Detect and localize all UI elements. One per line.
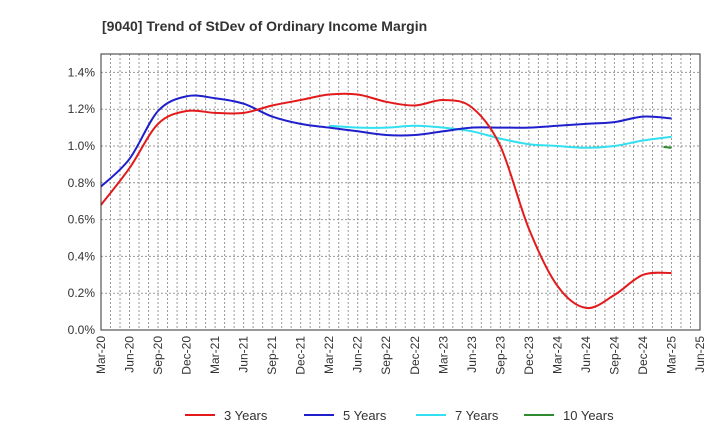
series-lines bbox=[100, 92, 672, 310]
x-tick-label: Jun-25 bbox=[693, 336, 707, 373]
y-tick-label: 0.6% bbox=[68, 213, 96, 227]
x-tick-label: Sep-21 bbox=[265, 336, 279, 375]
y-tick-label: 0.0% bbox=[68, 323, 96, 337]
legend-label-10-years: 10 Years bbox=[563, 408, 614, 423]
x-axis: Mar-20 Jun-20 Sep-20 Dec-20 Mar-21 Jun-21 Sep-… bbox=[94, 336, 707, 375]
x-tick-label: Sep-24 bbox=[607, 336, 621, 375]
x-tick-label: Dec-21 bbox=[294, 336, 308, 375]
x-tick-label: Mar-22 bbox=[322, 336, 336, 374]
y-tick-label: 1.2% bbox=[68, 102, 96, 116]
x-tick-label: Mar-25 bbox=[664, 336, 678, 374]
x-tick-label: Dec-23 bbox=[522, 336, 536, 375]
series-line-3-years bbox=[100, 92, 672, 310]
y-tick-label: 1.0% bbox=[68, 139, 96, 153]
legend-label-5-years: 5 Years bbox=[343, 408, 387, 423]
y-tick-label: 0.8% bbox=[68, 176, 96, 190]
x-tick-label: Dec-22 bbox=[408, 336, 422, 375]
x-tick-label: Mar-21 bbox=[208, 336, 222, 374]
x-tick-label: Jun-24 bbox=[579, 336, 593, 373]
y-tick-label: 0.2% bbox=[68, 286, 96, 300]
x-tick-label: Dec-24 bbox=[636, 336, 650, 375]
series-line-7-years bbox=[329, 124, 672, 149]
grid bbox=[101, 54, 700, 330]
x-tick-label: Mar-20 bbox=[94, 336, 108, 374]
x-tick-label: Jun-22 bbox=[351, 336, 365, 373]
x-tick-label: Jun-20 bbox=[123, 336, 137, 373]
legend: 3 Years 5 Years 7 Years 10 Years bbox=[185, 408, 614, 423]
x-tick-label: Jun-21 bbox=[237, 336, 251, 373]
legend-label-7-years: 7 Years bbox=[455, 408, 499, 423]
chart-title: [9040] Trend of StDev of Ordinary Income… bbox=[102, 18, 427, 34]
legend-label-3-years: 3 Years bbox=[224, 408, 268, 423]
series-line-10-years bbox=[663, 145, 672, 149]
x-tick-label: Jun-23 bbox=[465, 336, 479, 373]
y-axis: 0.0% 0.2% 0.4% 0.6% 0.8% 1.0% 1.2% 1.4% bbox=[68, 65, 96, 337]
y-tick-label: 0.4% bbox=[68, 249, 96, 263]
x-tick-label: Mar-24 bbox=[550, 336, 564, 374]
x-tick-label: Mar-23 bbox=[436, 336, 450, 374]
plot-border bbox=[100, 53, 701, 331]
plot-area bbox=[101, 54, 700, 330]
x-tick-label: Dec-20 bbox=[180, 336, 194, 375]
x-tick-label: Sep-20 bbox=[151, 336, 165, 375]
series-line-5-years bbox=[100, 94, 672, 188]
x-tick-label: Sep-22 bbox=[379, 336, 393, 375]
x-tick-label: Sep-23 bbox=[493, 336, 507, 375]
y-tick-label: 1.4% bbox=[68, 65, 96, 79]
